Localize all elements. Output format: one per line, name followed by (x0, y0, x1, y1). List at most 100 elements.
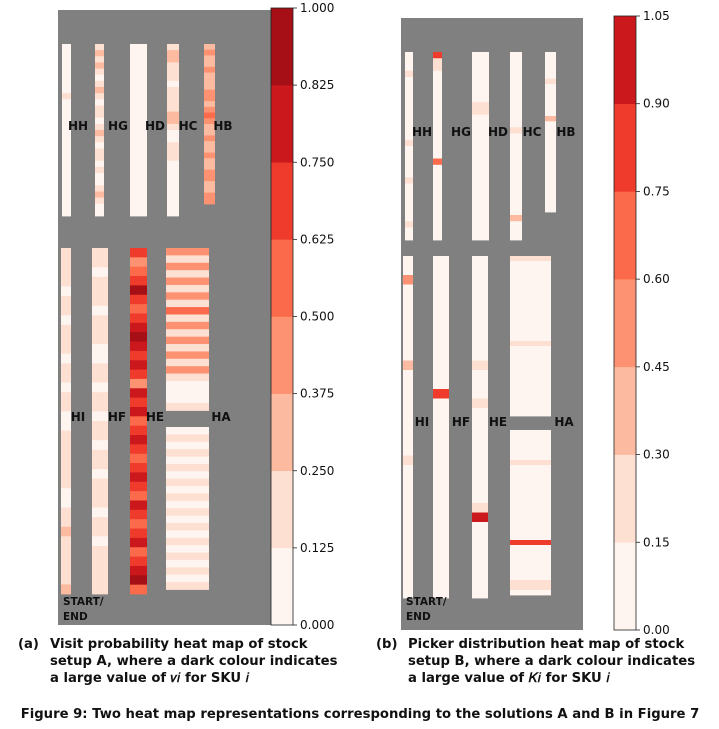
heatmap-cell (130, 584, 147, 595)
heatmap-cell (405, 189, 413, 197)
heatmap-cell (166, 486, 209, 494)
heatmap-cell (92, 478, 108, 489)
colorbar-segment (614, 103, 636, 192)
heatmap-cell (166, 248, 209, 256)
colorbar-tick-label: 0.45 (643, 360, 670, 374)
heatmap-cell (92, 372, 108, 383)
heatmap-cell (92, 497, 108, 508)
heatmap-cell (166, 380, 209, 389)
heatmap-cell (472, 341, 488, 352)
heatmap-cell (204, 186, 215, 193)
heatmap-cell (510, 490, 551, 496)
heatmap-cell (130, 68, 147, 76)
caption-b-text: Picker distribution heat map of stock se… (408, 637, 696, 686)
heatmap-cell (433, 64, 442, 72)
heatmap-cell (433, 83, 442, 90)
heatmap-cell (472, 560, 488, 570)
aisle-hc (167, 44, 179, 217)
colorbar-segment (271, 239, 293, 317)
heatmap-cell (130, 99, 147, 106)
heatmap-cell (403, 332, 413, 342)
heatmap-cell (130, 406, 147, 417)
heatmap-cell (62, 105, 71, 112)
heatmap-cell (510, 391, 551, 397)
heatmap-cell (472, 265, 488, 276)
heatmap-cell (130, 266, 147, 277)
heatmap-cell (130, 537, 147, 548)
heatmap-cell (403, 284, 413, 295)
heatmap-cell (472, 202, 489, 210)
colorbar-tick-label: 0.500 (300, 310, 334, 324)
heatmap-cell (403, 493, 413, 504)
colorbar-tick-label: 0.000 (300, 618, 334, 632)
heatmap-cell (510, 361, 551, 367)
heatmap-cell (130, 62, 147, 69)
heatmap-cell (472, 114, 489, 122)
aisle-hb (204, 44, 215, 205)
heatmap-cell (403, 541, 413, 551)
heatmap-cell (433, 389, 449, 399)
heatmap-cell (510, 565, 551, 571)
heatmap-cell (166, 463, 209, 472)
heatmap-cell (545, 164, 556, 170)
aisle-hd (130, 44, 147, 217)
heatmap-cell (403, 588, 413, 599)
heatmap-cell (510, 376, 551, 382)
heatmap-cell (403, 341, 413, 352)
heatmap-cell (510, 102, 522, 109)
heatmap-cell (405, 52, 413, 59)
heatmap-cell (166, 314, 209, 323)
heatmap-cell (433, 214, 442, 222)
heatmap-cell (510, 386, 551, 392)
heatmap-cell (61, 392, 71, 403)
colorbar-tick-label: 0.625 (300, 232, 334, 246)
heatmap-cell (167, 142, 179, 149)
aisle-label: HB (213, 119, 232, 133)
heatmap-cell (204, 106, 215, 113)
heatmap-cell (510, 575, 551, 581)
heatmap-cell (166, 478, 209, 487)
heatmap-cell (204, 95, 215, 102)
heatmap-cell (545, 201, 556, 208)
heatmap-cell (130, 313, 147, 324)
heatmap-cell (510, 120, 522, 128)
heatmap-cell (167, 154, 179, 162)
heatmap-cell (510, 64, 522, 72)
heatmap-cell (204, 112, 215, 119)
heatmap-cell (510, 316, 551, 322)
heatmap-cell (433, 127, 442, 134)
heatmap-panel-a: HH HG HD HC HB HI HF HE HA START/END 0.000 0.125 0.2… (58, 1, 334, 632)
heatmap-cell (62, 44, 71, 51)
heatmap-cell (472, 256, 488, 266)
heatmap-cell (166, 523, 209, 531)
heatmap-cell (130, 197, 147, 205)
heatmap-cell (510, 286, 551, 292)
heatmap-cell (166, 537, 209, 546)
heatmap-cell (472, 139, 489, 147)
heatmap-cell (472, 446, 488, 456)
heatmap-cell (166, 307, 209, 315)
heatmap-cell (61, 545, 71, 556)
aisle-ha (510, 256, 551, 596)
heatmap-cell (167, 105, 179, 112)
heatmap-cell (510, 356, 551, 362)
heatmap-cell (472, 52, 489, 59)
heatmap-cell (167, 62, 179, 69)
heatmap-cell (403, 275, 413, 285)
heatmap-cell (510, 183, 522, 191)
heatmap-cell (510, 480, 551, 486)
colorbar-tick-label: 0.90 (643, 97, 670, 111)
caption-a-text: Visit probability heat map of stock setu… (50, 637, 338, 686)
heatmap-cell (167, 185, 179, 192)
heatmap-cell (166, 471, 209, 480)
heatmap-cell (92, 545, 108, 556)
colorbar-segment (271, 162, 293, 240)
heatmap-cell (92, 574, 108, 585)
aisle-label: HF (452, 415, 470, 429)
heatmap-cell (545, 62, 556, 69)
heatmap-cell (545, 84, 556, 90)
heatmap-cell (472, 408, 488, 418)
heatmap-cell (545, 78, 556, 85)
heatmap-cell (433, 522, 449, 532)
heatmap-cell (95, 197, 104, 205)
